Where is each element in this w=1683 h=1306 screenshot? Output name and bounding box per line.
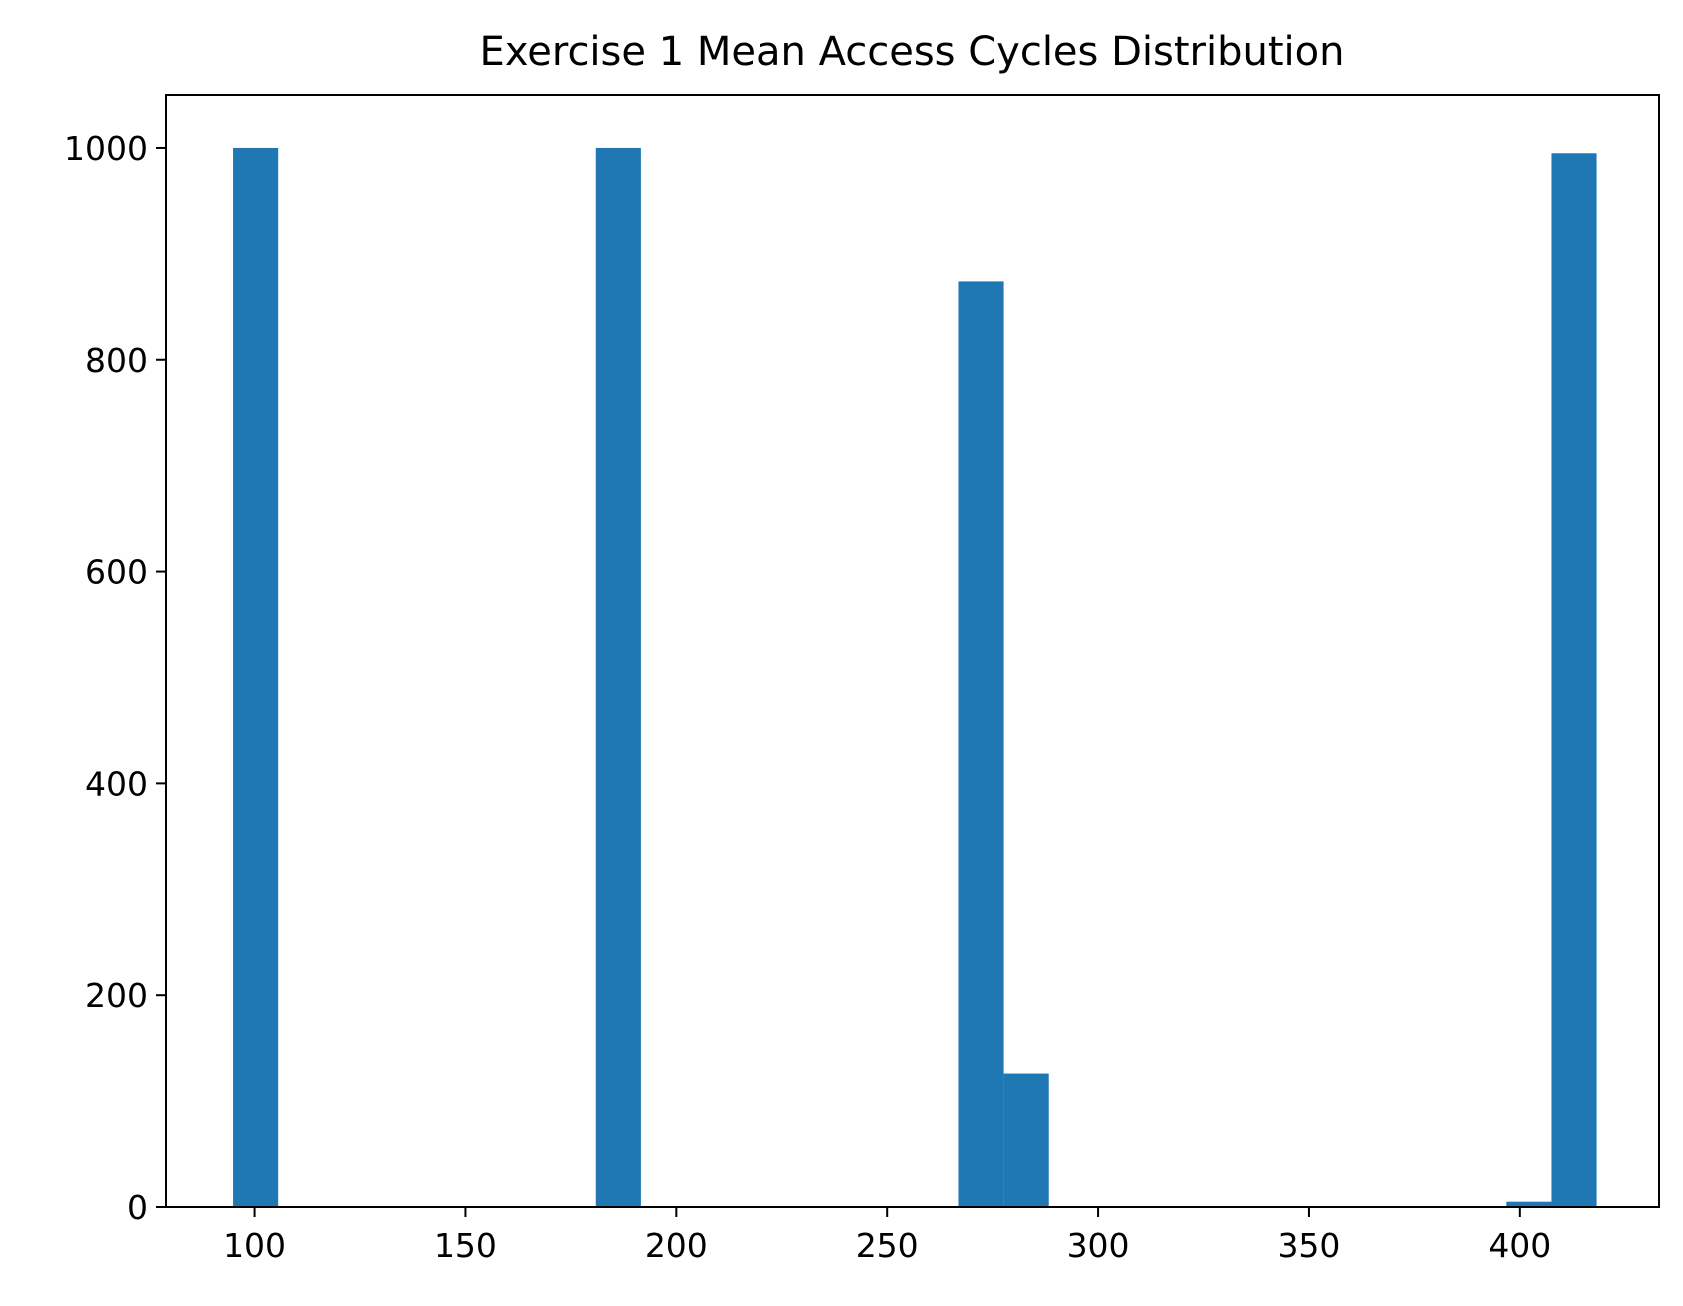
x-tick-label: 350	[1277, 1226, 1340, 1265]
x-tick-label: 200	[645, 1226, 708, 1265]
x-tick-label: 100	[223, 1226, 286, 1265]
x-tick-label: 300	[1067, 1226, 1130, 1265]
x-tick-label: 400	[1488, 1226, 1551, 1265]
histogram-bar	[958, 281, 1004, 1207]
y-tick-label: 400	[85, 764, 148, 803]
bars-group	[233, 147, 1597, 1208]
y-tick-label: 800	[85, 341, 148, 380]
y-tick-label: 0	[127, 1188, 148, 1227]
x-tick-label: 150	[434, 1226, 497, 1265]
plot-frame	[165, 94, 1660, 1208]
histogram-bar	[233, 147, 279, 1207]
y-tick-label: 600	[85, 553, 148, 592]
x-tick-label: 250	[856, 1226, 919, 1265]
histogram-bar	[1506, 1201, 1552, 1207]
histogram-bar	[1551, 153, 1597, 1208]
y-tick-label: 1000	[64, 129, 148, 168]
y-tick-label: 200	[85, 976, 148, 1015]
y-axis: 0 200 400 600 800 1000	[64, 129, 166, 1227]
histogram-bar	[595, 147, 641, 1207]
chart-title: Exercise 1 Mean Access Cycles Distributi…	[480, 29, 1345, 75]
histogram-bar	[1003, 1073, 1049, 1207]
x-axis: 100 150 200 250 300 350 400	[223, 1207, 1551, 1265]
